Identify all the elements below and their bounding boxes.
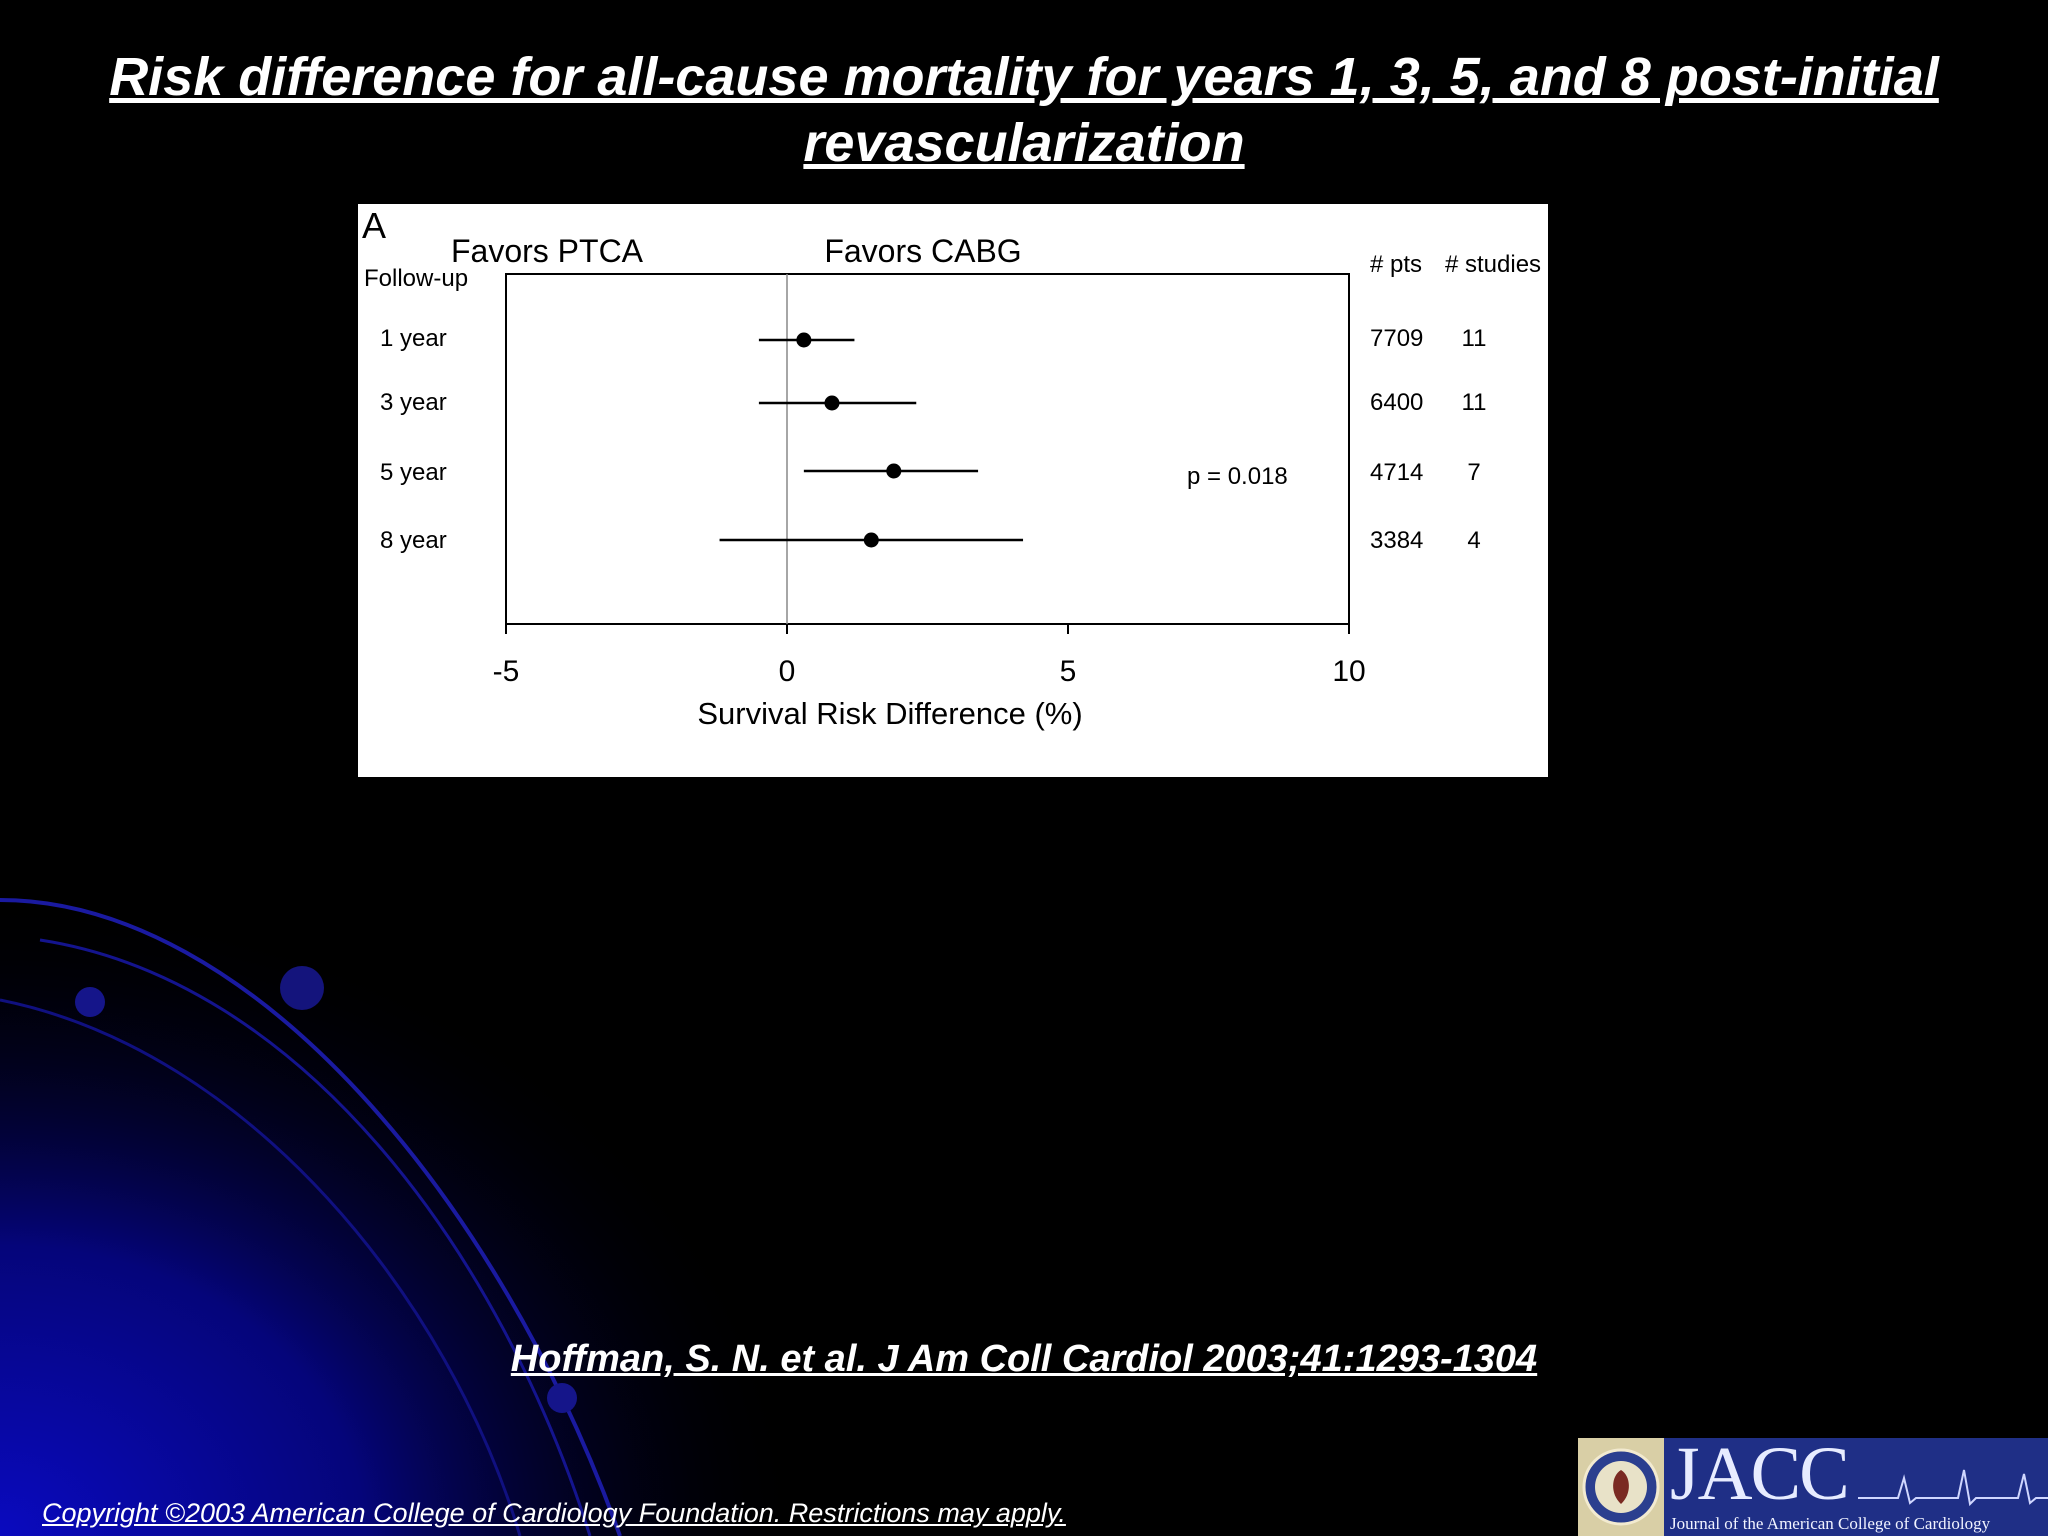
row-label: 8 year <box>380 527 447 554</box>
plot-frame <box>505 273 1350 625</box>
right-header: Favors CABG <box>824 233 1021 269</box>
pts-value: 4714 <box>1370 459 1423 486</box>
x-tick-label: 0 <box>779 655 796 688</box>
forest-plot-figure: A Follow-up Favors PTCA Favors CABG # pt… <box>358 204 1548 777</box>
point-estimate <box>863 532 879 548</box>
row-header: Follow-up <box>364 265 468 292</box>
row-label: 3 year <box>380 389 447 416</box>
studies-value: 4 <box>1467 527 1480 554</box>
row-label: 1 year <box>380 325 447 352</box>
acc-seal-icon <box>1578 1438 1664 1536</box>
citation: Hoffman, S. N. et al. J Am Coll Cardiol … <box>510 1338 1538 1380</box>
point-estimate <box>824 395 840 411</box>
row-label: 5 year <box>380 459 447 486</box>
p-value-annotation: p = 0.018 <box>1187 463 1288 490</box>
jacc-wordmark: JACC <box>1670 1438 1850 1516</box>
panel-label: A <box>362 205 386 246</box>
x-tick-label: 10 <box>1332 655 1365 688</box>
pts-value: 3384 <box>1370 527 1423 554</box>
x-tick-label: -5 <box>493 655 520 688</box>
studies-value: 11 <box>1462 325 1487 352</box>
studies-header: # studies <box>1445 251 1541 278</box>
x-axis-label: Survival Risk Difference (%) <box>697 696 1082 731</box>
ecg-trace-icon <box>1858 1469 2048 1507</box>
slide-title: Risk difference for all-cause mortality … <box>109 47 1939 173</box>
pts-header: # pts <box>1370 251 1422 278</box>
copyright-notice[interactable]: Copyright ©2003 American College of Card… <box>42 1498 1066 1528</box>
pts-value: 7709 <box>1370 325 1423 352</box>
point-estimate <box>886 463 902 479</box>
x-tick-label: 5 <box>1060 655 1077 688</box>
pts-value: 6400 <box>1370 389 1423 416</box>
studies-value: 11 <box>1462 389 1487 416</box>
jacc-logo: JACC Journal of the American College of … <box>1578 1438 2048 1536</box>
jacc-subtitle: Journal of the American College of Cardi… <box>1670 1514 1991 1533</box>
left-header: Favors PTCA <box>451 233 644 269</box>
studies-value: 7 <box>1467 459 1480 486</box>
forest-plot: A Follow-up Favors PTCA Favors CABG # pt… <box>362 205 1541 731</box>
point-estimate <box>796 332 812 348</box>
